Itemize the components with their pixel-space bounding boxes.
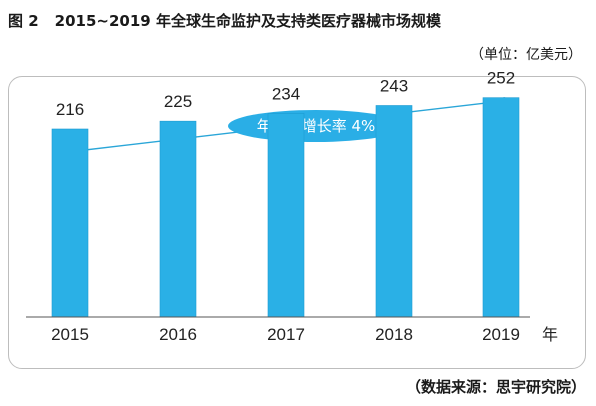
x-tick-2016: 2016 [159,325,197,344]
value-label-2016: 225 [164,92,192,111]
figure-title: 图 2 2015~2019 年全球生命监护及支持类医疗器械市场规模 [8,10,441,31]
x-tick-2015: 2015 [51,325,89,344]
figure-number: 图 2 [8,12,39,30]
bar-2017 [267,113,305,318]
bar-2015 [51,128,89,318]
value-label-2019: 252 [487,69,515,88]
x-tick-labels: 2015 2016 2017 2018 2019 [51,325,520,344]
x-tick-2018: 2018 [375,325,413,344]
x-tick-2019: 2019 [482,325,520,344]
value-label-2015: 216 [56,100,84,119]
bar-2018 [375,105,413,318]
figure-title-text: 2015~2019 年全球生命监护及支持类医疗器械市场规模 [54,12,441,30]
bars-group: 216 225 234 243 252 [51,69,520,318]
unit-label: （单位：亿美元） [470,47,582,63]
value-label-2018: 243 [380,77,408,96]
bar-2016 [159,120,197,318]
bar-2019 [482,97,520,318]
x-axis-unit-label: 年 [542,325,558,344]
value-label-2017: 234 [272,84,300,103]
data-source: （数据来源：思宇研究院） [405,378,586,396]
x-tick-2017: 2017 [267,325,305,344]
